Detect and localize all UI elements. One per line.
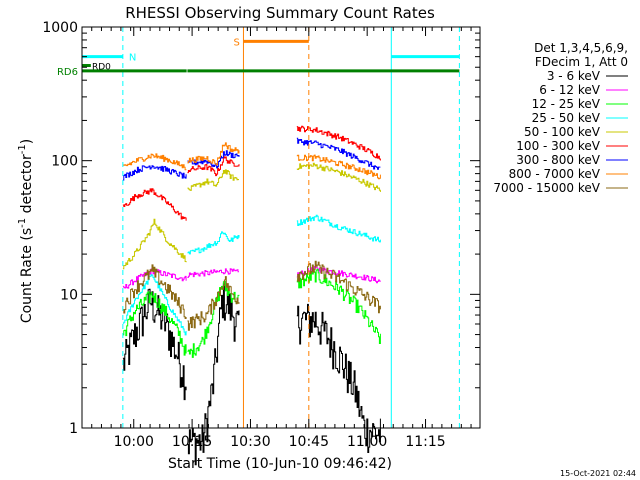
legend: Det 1,3,4,5,6,9, FDecim 1, Att 0 3 - 6 k… — [493, 41, 628, 195]
series-trace — [122, 165, 187, 181]
series-100-300-kev — [122, 125, 381, 221]
series-trace — [187, 142, 240, 166]
series-trace — [122, 291, 187, 356]
series-trace — [122, 274, 187, 336]
series-trace — [296, 260, 381, 314]
series-trace — [187, 281, 240, 358]
night-flag-label: N — [129, 53, 136, 64]
legend-entry-label: 300 - 800 keV — [516, 153, 600, 167]
series-50-100-kev — [122, 162, 381, 270]
series-trace — [296, 268, 381, 344]
series-trace — [187, 169, 239, 191]
axes-layer: 1 10 100 1000 10:00 10:15 10:30 10:45 11:00 11:15 — [42, 20, 481, 450]
generated-timestamp: 15-Oct-2021 02:44 — [560, 469, 636, 478]
legend-entry-label: 7000 - 15000 keV — [493, 181, 600, 195]
series-7000-15000-kev — [122, 260, 381, 331]
x-tick-label: 11:00 — [347, 434, 387, 450]
chart-title: RHESSI Observing Summary Count Rates — [125, 4, 435, 22]
series-3-6-kev — [122, 283, 381, 466]
series-800-7000-kev — [122, 142, 381, 180]
rd6-flag-label: RD6 — [57, 67, 78, 78]
rd0-flag-label: RD0 — [92, 63, 111, 73]
series-trace — [187, 231, 240, 255]
legend-entry-label: 12 - 25 keV — [532, 97, 601, 111]
series-trace — [187, 283, 240, 466]
x-tick-label: 10:30 — [230, 434, 270, 450]
legend-entry-label: 100 - 300 keV — [516, 139, 600, 153]
y-axis-label-superscript: -1 — [17, 218, 28, 228]
saa-flag-label: S — [233, 37, 239, 48]
series-trace — [296, 125, 381, 161]
x-tick-label: 10:00 — [114, 434, 154, 450]
y-axis-label-detector: detector — [19, 154, 35, 218]
series-trace — [187, 276, 240, 331]
series-trace — [296, 214, 381, 243]
series-trace — [296, 162, 381, 192]
series-trace — [296, 154, 381, 180]
series-trace — [122, 218, 187, 270]
y-axis-label-close: ) — [19, 139, 35, 144]
legend-header-detectors: Det 1,3,4,5,6,9, — [534, 41, 628, 55]
series-trace — [122, 264, 187, 319]
legend-entry-label: 25 - 50 keV — [532, 111, 601, 125]
series-layer — [122, 125, 381, 466]
y-tick-label: 10 — [60, 287, 78, 303]
x-axis-label: Start Time (10-Jun-10 09:46:42) — [168, 456, 392, 472]
plot-background — [82, 27, 480, 428]
flag-layer: N S RD0 RD6 — [57, 27, 460, 428]
series-trace — [187, 156, 240, 177]
series-trace — [122, 288, 187, 401]
series-trace — [122, 188, 187, 221]
x-tick-label: 10:45 — [289, 434, 329, 450]
legend-header-fdecim: FDecim 1, Att 0 — [535, 55, 628, 69]
legend-entry-label: 50 - 100 keV — [524, 125, 601, 139]
y-axis-label-main: Count Rate (s — [19, 228, 35, 323]
series-12-25-kev — [122, 268, 381, 358]
y-axis-label-superscript-2: -1 — [17, 144, 28, 154]
legend-entry-label: 3 - 6 keV — [547, 69, 601, 83]
plot-frame — [81, 26, 481, 429]
legend-entry-label: 800 - 7000 keV — [509, 167, 601, 181]
x-tick-label: 10:15 — [172, 434, 212, 450]
series-trace — [187, 268, 239, 278]
series-trace — [122, 153, 187, 171]
legend-entry-label: 6 - 12 keV — [539, 83, 601, 97]
x-tick-label: 11:15 — [405, 434, 445, 450]
plot-area — [82, 27, 480, 428]
series-trace — [296, 137, 381, 170]
y-tick-label: 1000 — [42, 20, 78, 36]
series-25-50-kev — [122, 214, 381, 336]
y-tick-label: 100 — [51, 154, 78, 170]
y-tick-label: 1 — [69, 421, 78, 437]
y-axis-label: Count Rate (s-1 detector-1) — [17, 139, 35, 323]
series-trace — [296, 303, 381, 453]
